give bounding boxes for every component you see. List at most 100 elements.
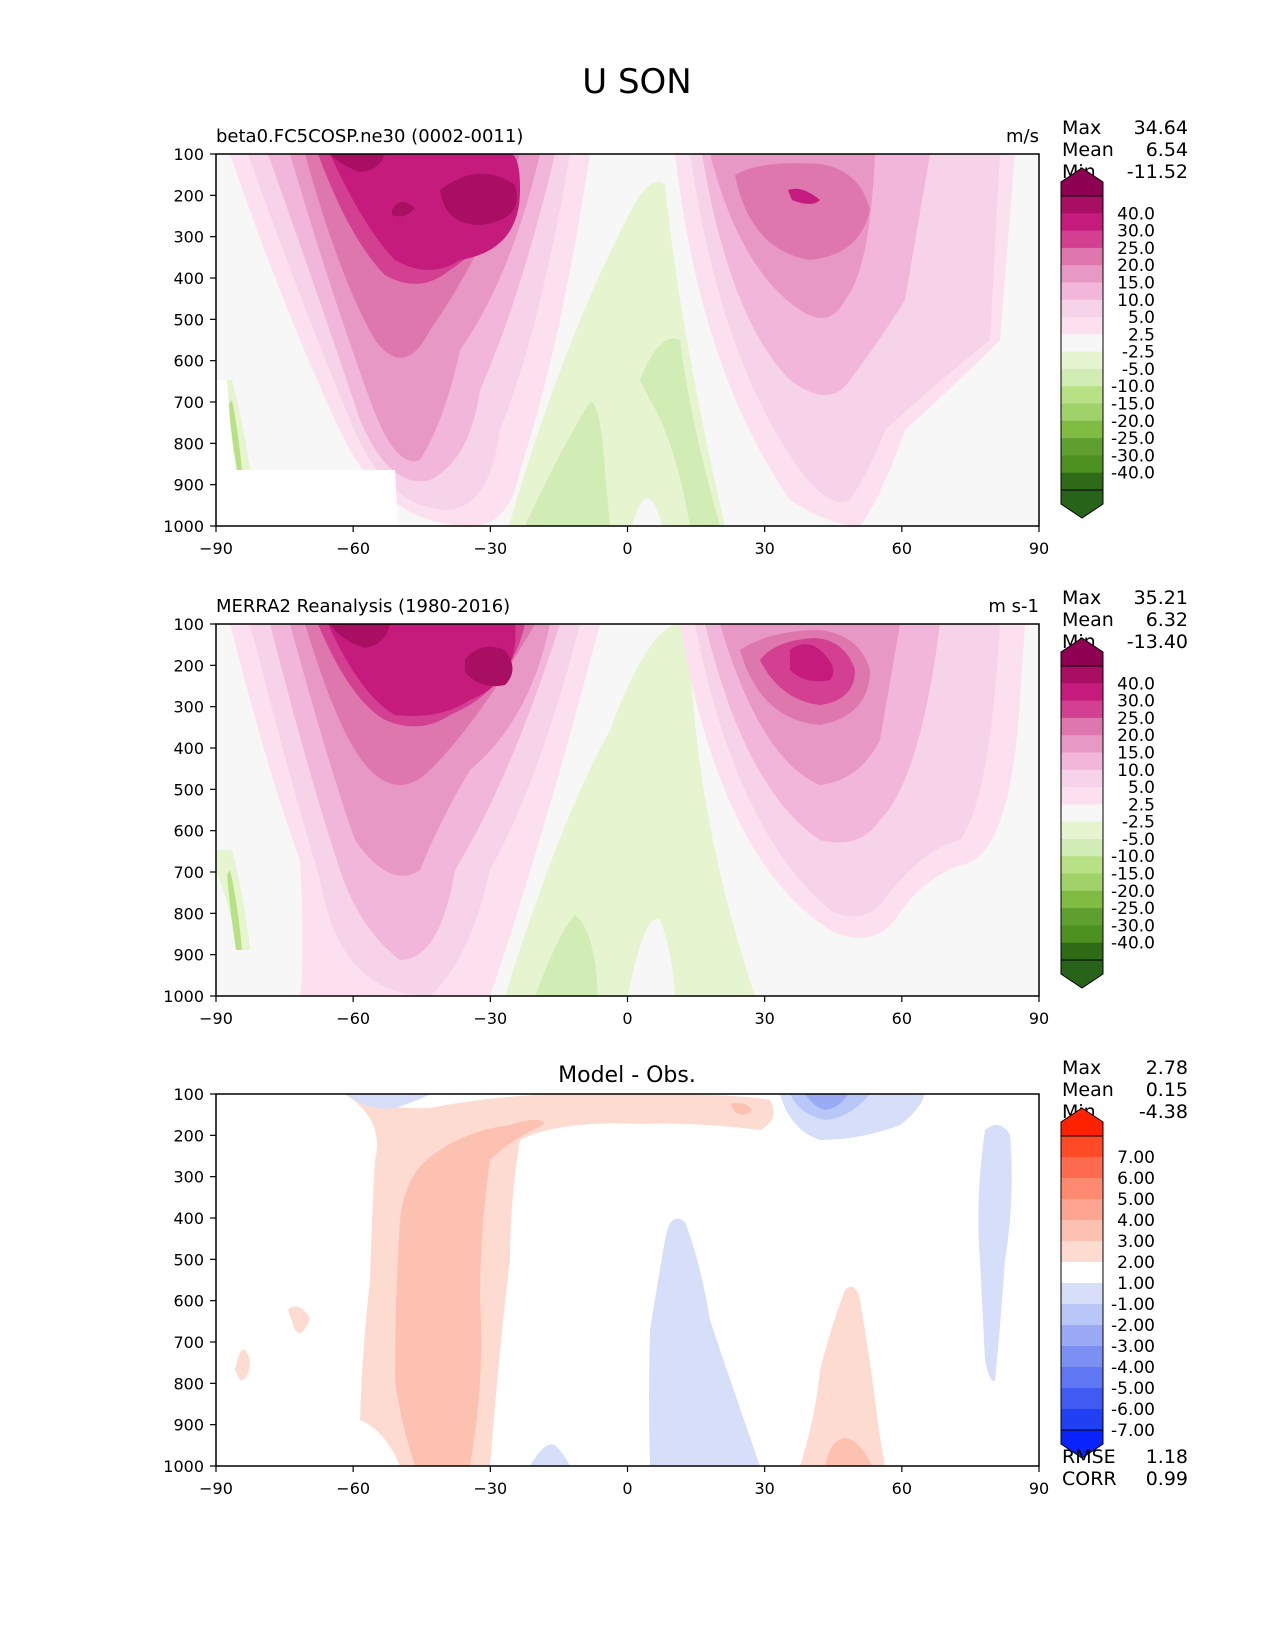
colorbar-label: -7.00 [1111,1421,1155,1441]
colorbar-label: 2.5 [1128,325,1155,345]
stat-label: Max [1062,117,1101,139]
y-tick-label: 800 [173,904,204,923]
colorbar-label: 30.0 [1117,222,1155,242]
colorbar-swatch [1061,1220,1103,1242]
contour-fill-model [216,154,1039,526]
y-tick-label: 700 [173,393,204,412]
colorbar-swatch [1061,317,1103,335]
y-tick-label: 1000 [163,987,204,1006]
colorbar-label: 25.0 [1117,239,1155,259]
y-tick-label: 200 [173,1126,204,1145]
y-tick-label: 700 [173,1333,204,1352]
y-tick-label: 1000 [163,1457,204,1476]
colorbar: 7.006.005.004.003.002.001.00-1.00-2.00-3… [1060,1107,1155,1459]
x-tick-label: −90 [199,1479,233,1498]
colorbar-label: 10.0 [1117,291,1155,311]
y-tick-label: 300 [173,1168,204,1187]
stat-value: 0.99 [1146,1468,1188,1490]
colorbar-extend-min [1060,489,1104,519]
colorbar-label: 1.00 [1117,1274,1155,1294]
colorbar-swatch [1061,472,1103,491]
y-tick-label: 900 [173,1416,204,1435]
colorbar-label: -1.00 [1111,1295,1155,1315]
x-tick-label: 30 [754,539,774,558]
colorbar-swatch [1061,873,1103,892]
colorbar-swatch [1061,683,1103,702]
colorbar-label: -10.0 [1111,847,1155,867]
y-tick-label: 600 [173,352,204,371]
y-tick-label: 400 [173,739,204,758]
x-tick-label: −30 [473,1479,507,1498]
colorbar-swatch [1061,368,1103,387]
stat-value: -11.52 [1127,161,1188,183]
colorbar-swatch [1061,265,1103,283]
y-tick-label: 100 [173,145,204,164]
stat-value: 6.32 [1146,609,1188,631]
colorbar-label: 4.00 [1117,1211,1155,1231]
stat-label: Max [1062,587,1101,609]
colorbar-label: -2.00 [1111,1316,1155,1336]
colorbar-swatch [1061,403,1103,422]
y-tick-label: 500 [173,310,204,329]
colorbar-swatch [1061,247,1103,266]
colorbar-swatch [1061,804,1103,823]
stat-label: Mean [1062,1079,1114,1101]
x-tick-label: 60 [892,539,912,558]
colorbar-swatch [1061,386,1103,405]
colorbar-swatch [1061,821,1103,840]
colorbar-swatch [1061,334,1103,353]
y-tick-label: 100 [173,1085,204,1104]
y-tick-label: 500 [173,1250,204,1269]
x-tick-label: 0 [622,1009,632,1028]
colorbar-label: -6.00 [1111,1400,1155,1420]
stat-value: 34.64 [1134,117,1188,139]
y-tick-label: 200 [173,656,204,675]
panel-title-right: m/s [1006,126,1039,147]
colorbar-swatch [1061,700,1103,719]
colorbar-label: -3.00 [1111,1337,1155,1357]
x-tick-label: −30 [473,539,507,558]
stat-label: Mean [1062,609,1114,631]
colorbar-label: -20.0 [1111,412,1155,432]
x-tick-label: 60 [892,1009,912,1028]
x-tick-label: 90 [1029,1009,1049,1028]
colorbar-label: 15.0 [1117,743,1155,763]
x-tick-label: −60 [336,1009,370,1028]
colorbar-swatch [1061,787,1103,805]
colorbar-label: -40.0 [1111,464,1155,484]
y-axis: 100 200 300 400 500 600 700 800 900 1000 [163,615,216,1006]
colorbar-label: 5.0 [1128,308,1155,328]
colorbar-swatch [1061,1199,1103,1221]
colorbar-label: -30.0 [1111,446,1155,466]
colorbar-swatch [1061,1346,1103,1368]
colorbar-frame [1060,195,1104,491]
y-tick-label: 600 [173,1292,204,1311]
colorbar-frame [1060,665,1104,961]
x-tick-label: 0 [622,1479,632,1498]
colorbar-swatch [1061,230,1103,249]
colorbar-swatch [1061,908,1103,926]
colorbar-swatch [1061,1283,1103,1305]
stat-value: 2.78 [1146,1057,1188,1079]
y-axis: 100 200 300 400 500 600 700 800 900 1000 [163,145,216,536]
colorbar-swatch [1061,196,1103,214]
x-tick-label: −30 [473,1009,507,1028]
x-axis: −90 −60 −30 0 30 60 90 [199,1466,1049,1498]
colorbar-swatch [1061,1304,1103,1326]
y-tick-label: 600 [173,822,204,841]
x-tick-label: 90 [1029,539,1049,558]
contour-fill-diff [216,1094,1039,1466]
colorbar-label: 20.0 [1117,256,1155,276]
stat-value: 1.18 [1146,1446,1188,1468]
y-tick-label: 900 [173,946,204,965]
colorbar-label: -20.0 [1111,882,1155,902]
colorbar-label: -30.0 [1111,916,1155,936]
colorbar-label: 40.0 [1117,674,1155,694]
colorbar-swatch [1061,1262,1103,1284]
colorbar-label: -5.0 [1122,360,1155,380]
colorbar-label: 3.00 [1117,1232,1155,1252]
colorbar-swatch [1061,299,1103,318]
x-tick-label: −90 [199,539,233,558]
colorbar-label: 5.00 [1117,1190,1155,1210]
colorbar-label: -5.0 [1122,830,1155,850]
